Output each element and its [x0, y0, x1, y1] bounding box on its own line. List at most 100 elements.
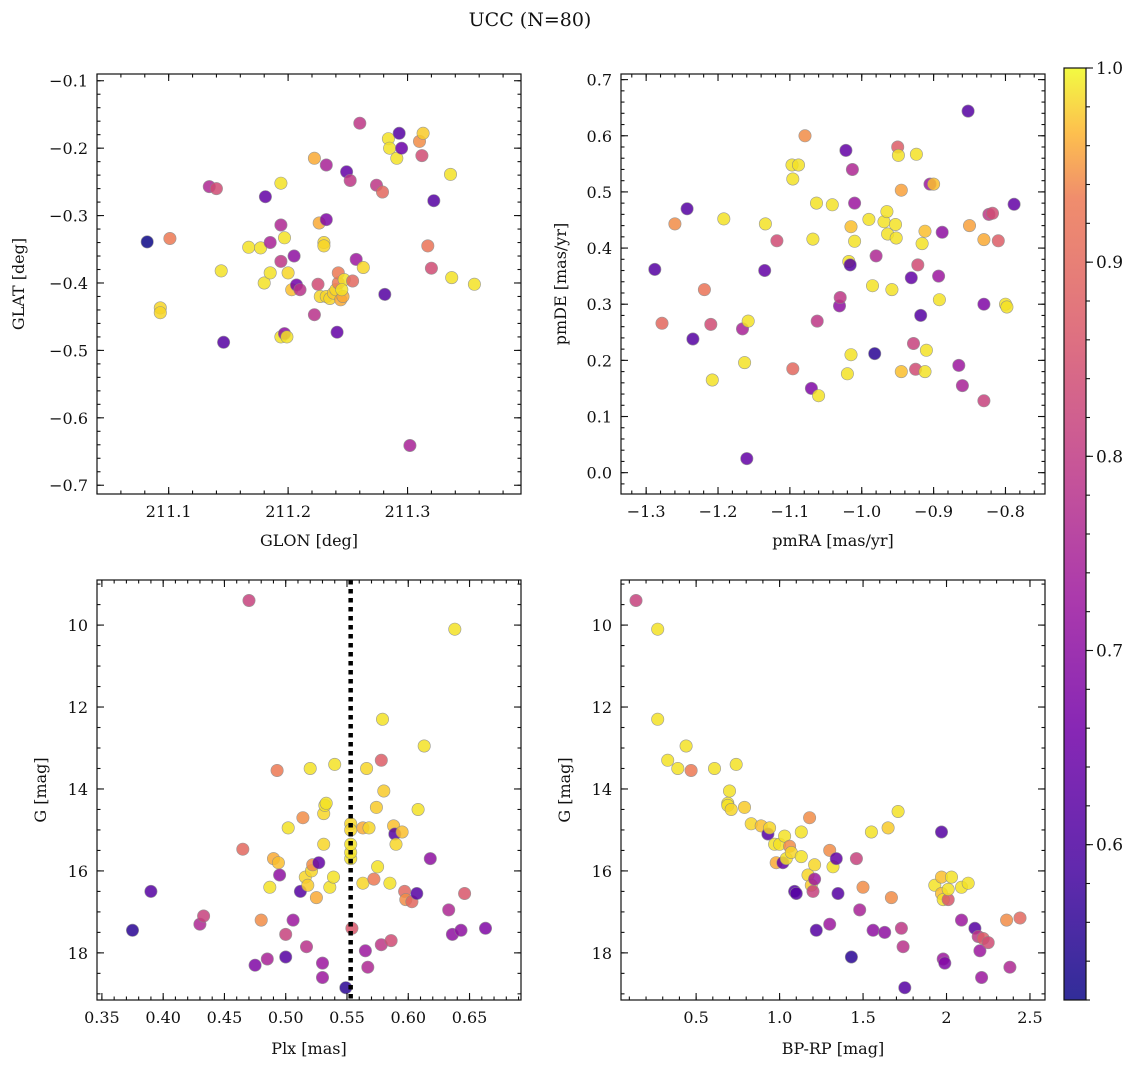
- scatter-point: [944, 870, 958, 884]
- scatter-point: [443, 167, 457, 181]
- scatter-point: [1007, 197, 1021, 211]
- scatter-point: [375, 712, 389, 726]
- scatter-point: [140, 235, 154, 249]
- scatter-point: [651, 712, 665, 726]
- scatter-point: [377, 784, 391, 798]
- scatter-point: [888, 218, 902, 232]
- scatter-point: [981, 936, 995, 950]
- scatter-point: [880, 205, 894, 219]
- scatter-point: [242, 240, 256, 254]
- scatter-point: [839, 143, 853, 157]
- scatter-point: [287, 249, 301, 263]
- scatter-point: [810, 314, 824, 328]
- scatter-point: [941, 882, 955, 896]
- scatter-point: [722, 784, 736, 798]
- scatter-point: [395, 141, 409, 155]
- x-tick-label: 211.3: [385, 502, 431, 521]
- scatter-point: [894, 183, 908, 197]
- scatter-point: [686, 332, 700, 346]
- scatter-point: [648, 262, 662, 276]
- scatter-point: [705, 373, 719, 387]
- scatter-point: [319, 213, 333, 227]
- scatter-point: [163, 232, 177, 246]
- scatter-point: [894, 365, 908, 379]
- scatter-point: [629, 593, 643, 607]
- y-tick-label: 14: [68, 780, 88, 799]
- scatter-point: [911, 258, 925, 272]
- x-axis-label: pmRA [mas/yr]: [772, 531, 894, 550]
- y-tick-label: 0.0: [587, 464, 612, 483]
- scatter-point: [448, 622, 462, 636]
- scatter-point: [1000, 913, 1014, 927]
- panel-plx-g: 0.35 0.40 0.45 0.50 0.55 0.60 0.65 10 12 14 16 18 P…: [31, 579, 522, 1058]
- scatter-point: [864, 825, 878, 839]
- scatter-point: [894, 921, 908, 935]
- scatter-point: [927, 177, 941, 191]
- scatter-point: [445, 271, 459, 285]
- y-axis-label: G [mag]: [555, 757, 574, 822]
- y-axis-label: G [mag]: [31, 757, 50, 822]
- scatter-point: [315, 970, 329, 984]
- scatter-point: [977, 394, 991, 408]
- scatter-point: [918, 224, 932, 238]
- y-tick-label: 16: [592, 862, 612, 881]
- scatter-point: [869, 249, 883, 263]
- colorbar-tick-label: 1.0: [1096, 59, 1123, 79]
- x-tick-label: 0.40: [145, 1008, 181, 1027]
- x-axis-label: BP-RP [mag]: [782, 1039, 884, 1058]
- scatter-point: [383, 876, 397, 890]
- scatter-point: [286, 913, 300, 927]
- y-tick-label: −0.3: [49, 207, 88, 226]
- scatter-point: [144, 884, 158, 898]
- scatter-point: [952, 358, 966, 372]
- y-tick-label: −0.7: [49, 476, 88, 495]
- scatter-point: [932, 269, 946, 283]
- scatter-point: [375, 185, 389, 199]
- scatter-point: [442, 903, 456, 917]
- scatter-point: [411, 802, 425, 816]
- scatter-point: [866, 923, 880, 937]
- scatter-point: [258, 190, 272, 204]
- scatter-point: [848, 234, 862, 248]
- scatter-point: [935, 225, 949, 239]
- x-axis-label: Plx [mas]: [271, 1039, 346, 1058]
- y-tick-label: 18: [592, 944, 612, 963]
- scatter-point: [416, 126, 430, 140]
- scatter-point: [671, 761, 685, 775]
- scatter-point: [962, 219, 976, 233]
- scatter-point: [961, 104, 975, 118]
- scatter-point: [973, 944, 987, 958]
- scatter-point: [367, 872, 381, 886]
- scatter-point: [844, 950, 858, 964]
- scatter-point: [328, 757, 342, 771]
- scatter-points: [140, 116, 481, 452]
- scatter-point: [809, 923, 823, 937]
- scatter-point: [274, 254, 288, 268]
- scatter-point: [803, 811, 817, 825]
- scatter-point: [977, 297, 991, 311]
- scatter-point: [798, 129, 812, 143]
- scatter-point: [281, 266, 295, 280]
- panel-pmra-pmde: −1.3 −1.2 −1.1 −1.0 −0.9 −0.8 0.0 0.1 0.2 0.3 0.4 0…: [551, 71, 1046, 550]
- scatter-point: [378, 287, 392, 301]
- scatter-point: [217, 335, 231, 349]
- scatter-point: [260, 952, 274, 966]
- scatter-point: [680, 202, 694, 216]
- scatter-point: [740, 452, 754, 466]
- y-tick-label: 12: [68, 698, 88, 717]
- scatter-point: [738, 356, 752, 370]
- scatter-point: [909, 147, 923, 161]
- scatter-point: [889, 231, 903, 245]
- scatter-point: [274, 176, 288, 190]
- scatter-point: [651, 622, 665, 636]
- scatter-point: [415, 149, 429, 163]
- scatter-point: [975, 970, 989, 984]
- scatter-point: [360, 761, 374, 775]
- scatter-point: [346, 274, 360, 288]
- scatter-point: [343, 174, 357, 188]
- scatter-point: [356, 260, 370, 274]
- scatter-point: [914, 308, 928, 322]
- scatter-point: [791, 158, 805, 172]
- scatter-point: [317, 239, 331, 253]
